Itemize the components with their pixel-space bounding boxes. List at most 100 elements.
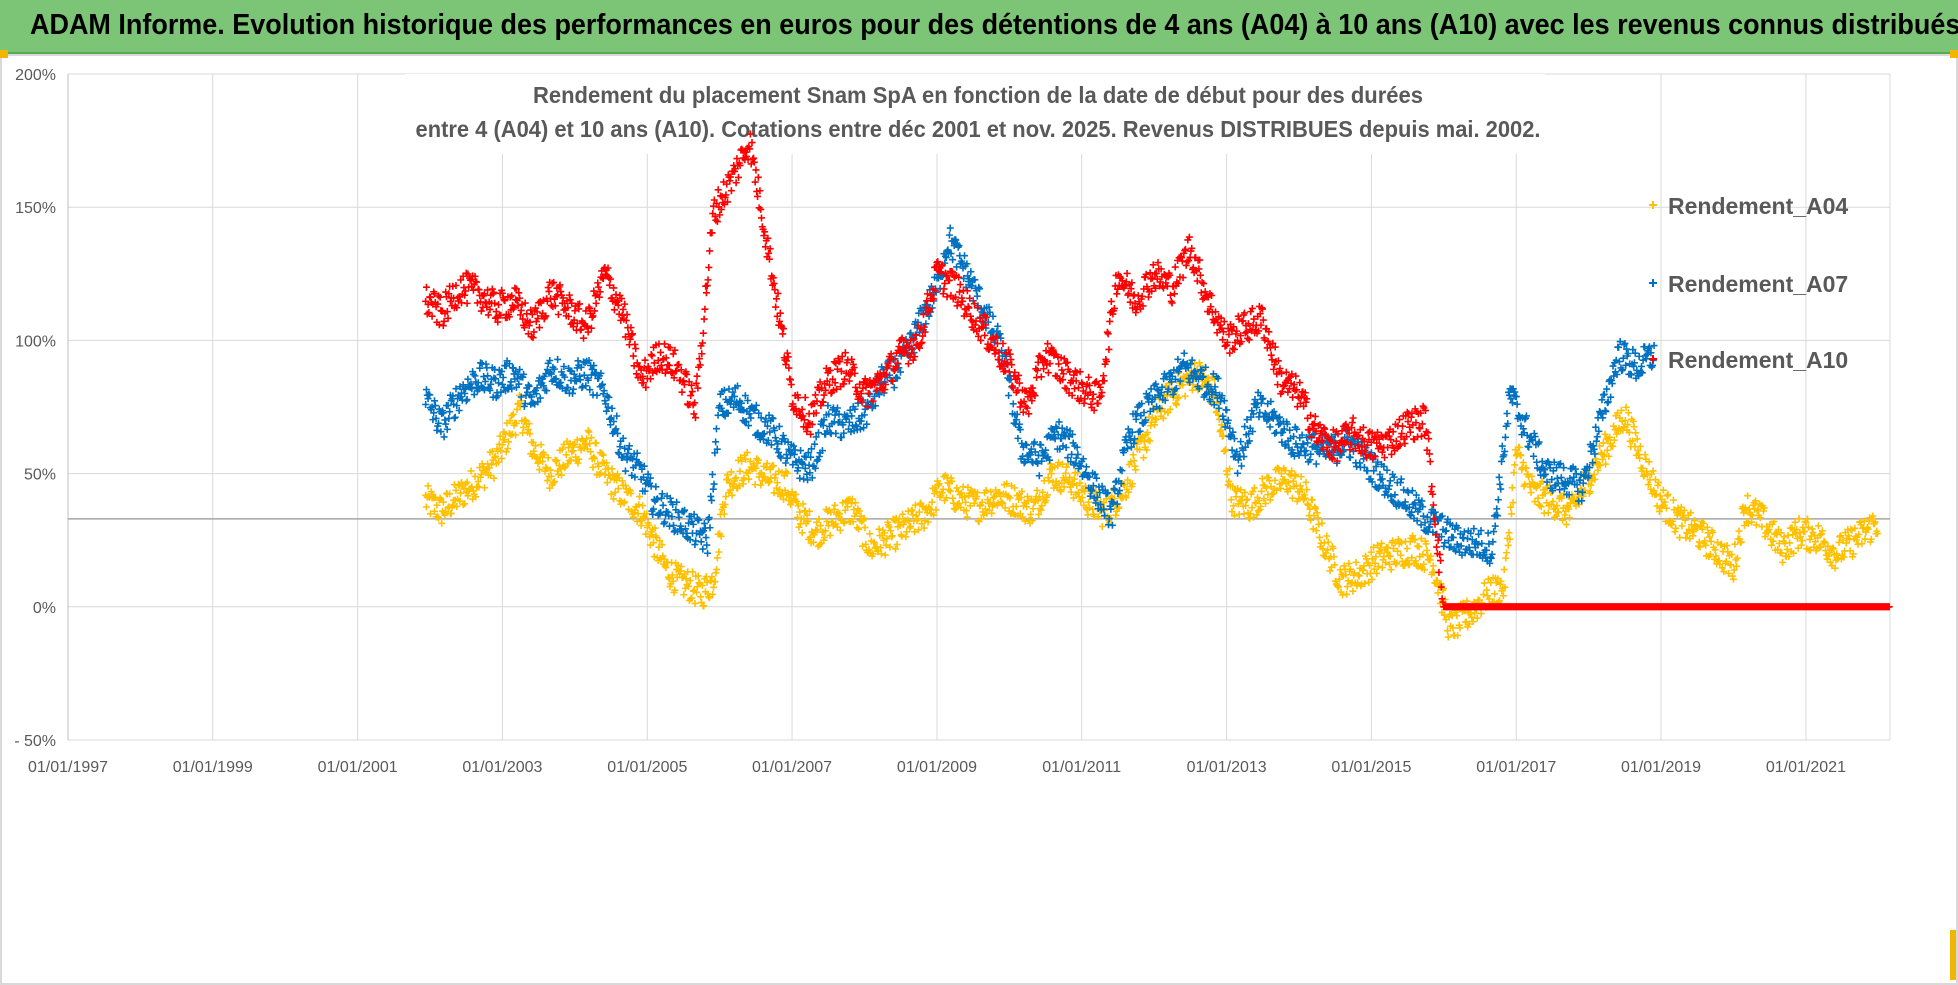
data-point — [892, 545, 900, 553]
data-point — [1528, 472, 1536, 480]
data-point — [1323, 532, 1331, 540]
data-point — [544, 454, 552, 462]
data-point — [1645, 458, 1653, 466]
data-point — [698, 581, 706, 589]
data-point — [860, 514, 868, 522]
data-point — [700, 315, 708, 323]
data-point — [713, 554, 721, 562]
data-point — [694, 572, 702, 580]
data-point — [484, 311, 492, 319]
data-point — [1767, 541, 1775, 549]
data-point — [659, 501, 667, 509]
data-point — [1039, 488, 1047, 496]
data-point — [1744, 519, 1752, 527]
data-point — [1644, 481, 1652, 489]
data-point — [1378, 564, 1386, 572]
data-point — [1492, 579, 1500, 587]
data-point — [1062, 469, 1070, 477]
data-point — [1727, 561, 1735, 569]
data-point — [1849, 550, 1857, 558]
data-point — [853, 524, 861, 532]
data-point — [506, 417, 514, 425]
data-point — [1770, 518, 1778, 526]
data-point — [636, 461, 644, 469]
y-tick-label: 200% — [15, 67, 56, 84]
data-point — [1168, 299, 1176, 307]
data-point — [1602, 460, 1610, 468]
data-point — [1437, 557, 1445, 565]
data-point — [709, 485, 717, 493]
data-point — [1555, 509, 1563, 517]
data-point — [888, 532, 896, 540]
data-point — [442, 508, 450, 516]
data-point — [1082, 463, 1090, 471]
data-point — [1051, 463, 1059, 471]
data-point — [1167, 291, 1175, 299]
data-point — [430, 397, 438, 405]
data-point — [1490, 528, 1498, 536]
data-point — [590, 362, 598, 370]
data-point — [1477, 610, 1485, 618]
data-point — [949, 494, 957, 502]
data-point — [1354, 579, 1362, 587]
data-point — [1324, 538, 1332, 546]
data-point — [712, 216, 720, 224]
data-point — [804, 517, 812, 525]
data-point — [1613, 409, 1621, 417]
data-point — [1748, 518, 1756, 526]
data-point — [946, 224, 954, 232]
data-point — [691, 414, 699, 422]
data-point — [1349, 587, 1357, 595]
data-point — [532, 390, 540, 398]
data-point — [987, 488, 995, 496]
data-point — [1057, 488, 1065, 496]
data-point — [1777, 529, 1785, 537]
data-point — [907, 522, 915, 530]
data-point — [1366, 569, 1374, 577]
data-point — [1144, 429, 1152, 437]
data-point — [1456, 624, 1464, 632]
data-point — [862, 540, 870, 548]
data-point — [1494, 496, 1502, 504]
data-point — [700, 602, 708, 610]
data-point — [1200, 280, 1208, 288]
data-point — [966, 502, 974, 510]
data-point — [528, 393, 536, 401]
data-point — [1390, 545, 1398, 553]
data-point — [1544, 509, 1552, 517]
data-point — [1533, 481, 1541, 489]
data-point — [1780, 533, 1788, 541]
data-point — [430, 409, 438, 417]
data-point — [831, 501, 839, 509]
data-point — [436, 494, 444, 502]
data-point — [1249, 488, 1257, 496]
data-point — [481, 377, 489, 385]
data-point — [442, 420, 450, 428]
data-point — [497, 388, 505, 396]
data-point — [1288, 467, 1296, 475]
data-point — [1219, 431, 1227, 439]
data-point — [1420, 566, 1428, 574]
data-point — [477, 307, 485, 315]
data-point — [1506, 535, 1514, 543]
data-point — [1175, 394, 1183, 402]
data-point — [1012, 502, 1020, 510]
data-point — [1510, 469, 1518, 477]
data-point — [432, 414, 440, 422]
data-point — [1830, 545, 1837, 553]
data-point — [471, 372, 479, 380]
data-point — [1624, 421, 1632, 429]
data-point — [1639, 464, 1647, 472]
data-point — [446, 408, 454, 416]
data-point — [535, 466, 543, 474]
data-point — [1271, 429, 1279, 437]
data-point — [1018, 487, 1026, 495]
data-point — [915, 508, 923, 516]
data-point — [452, 385, 460, 393]
data-point — [1422, 540, 1430, 548]
data-point — [1685, 525, 1693, 533]
data-point — [752, 166, 760, 174]
data-point — [634, 510, 642, 518]
data-point — [1681, 516, 1689, 524]
